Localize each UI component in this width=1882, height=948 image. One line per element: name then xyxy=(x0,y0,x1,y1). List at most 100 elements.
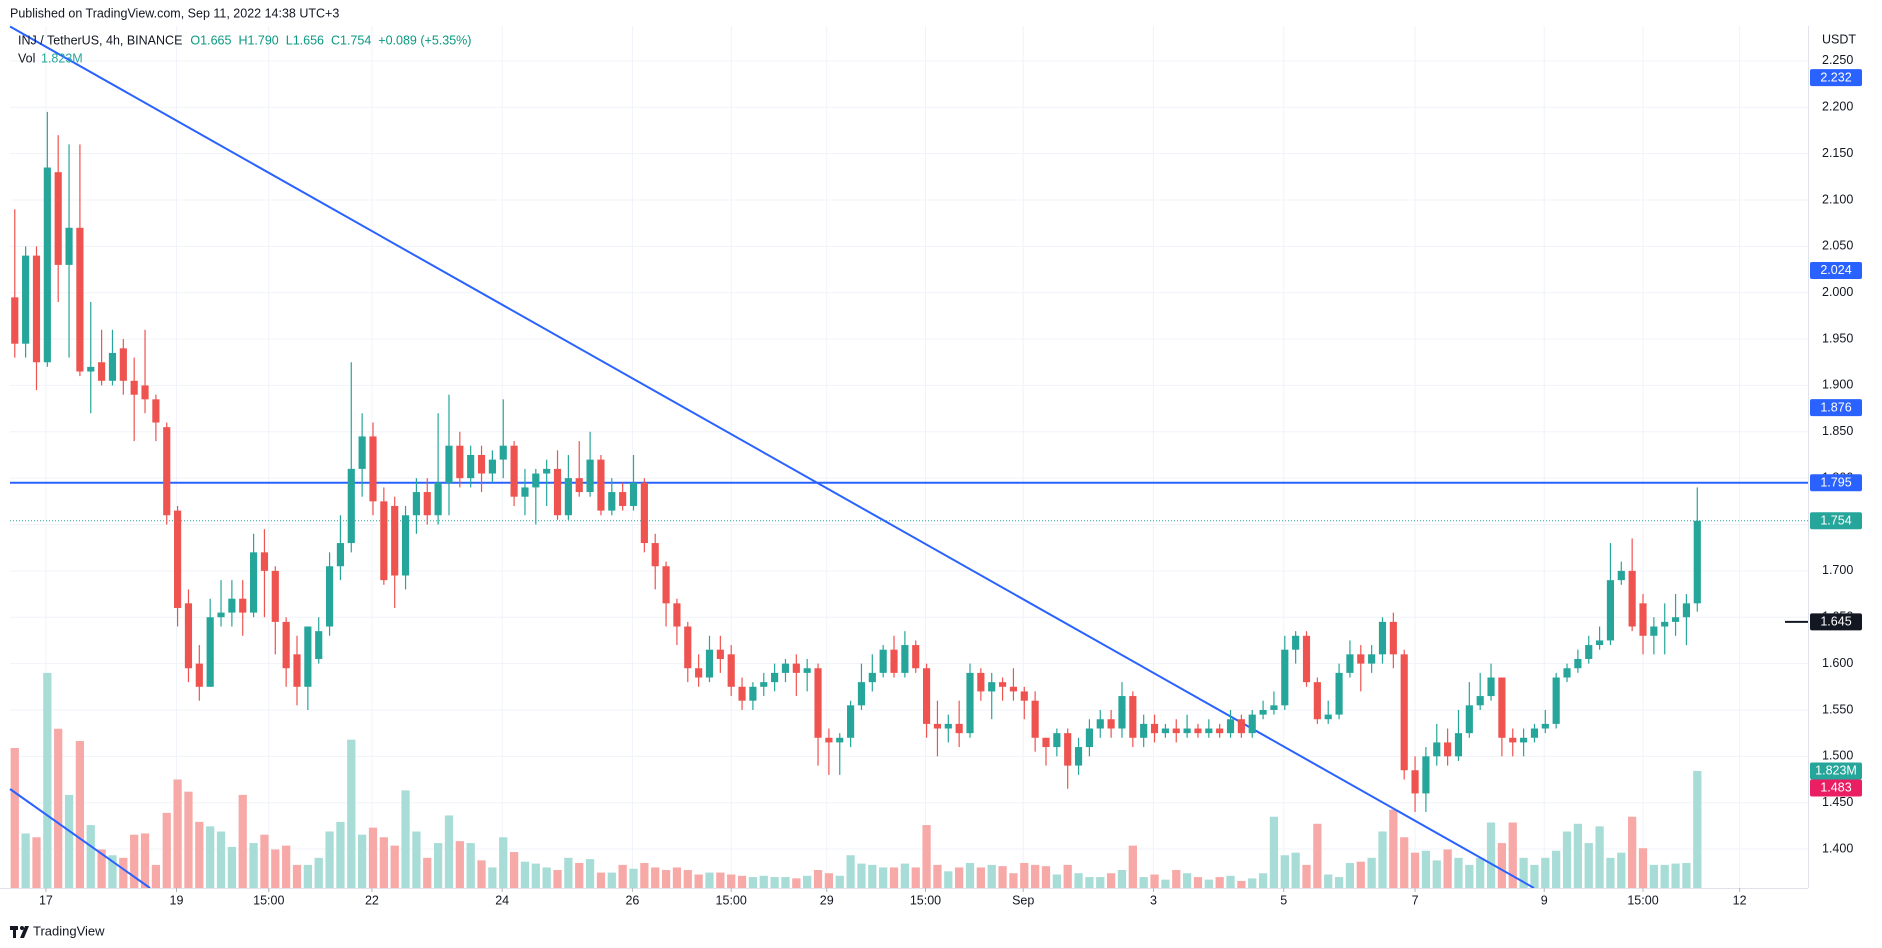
volume-bar xyxy=(184,791,193,888)
candle-body xyxy=(174,510,182,608)
candle-body xyxy=(260,552,269,571)
volume-bar xyxy=(607,872,616,888)
y-tick-label: 2.250 xyxy=(1822,53,1853,67)
candle-body xyxy=(347,468,355,544)
candle-body xyxy=(488,459,496,474)
candle-body xyxy=(184,603,193,669)
x-tick-label: 15:00 xyxy=(716,893,747,907)
volume-bar xyxy=(1291,852,1300,888)
volume-bar xyxy=(32,837,41,888)
volume-bar xyxy=(1400,837,1409,888)
volume-bar xyxy=(531,863,540,888)
volume-bar xyxy=(716,872,725,888)
candle-body xyxy=(1693,520,1701,604)
x-tick-label: 26 xyxy=(625,893,639,907)
candle-body xyxy=(445,445,453,483)
candle-body xyxy=(1639,603,1647,636)
candle-body xyxy=(1270,705,1278,710)
candle-body xyxy=(477,454,486,474)
volume-bar xyxy=(922,825,931,888)
volume-bar xyxy=(813,870,823,888)
volume-bar xyxy=(466,843,475,888)
candle-body xyxy=(1357,654,1365,664)
candle-body xyxy=(1226,719,1235,734)
y-tick-label: 2.000 xyxy=(1822,285,1853,299)
volume-bar xyxy=(575,862,584,888)
volume-bar xyxy=(1367,857,1376,888)
candle-body xyxy=(1487,677,1495,697)
volume-bar xyxy=(640,862,649,888)
candle-body xyxy=(380,501,388,581)
candle-body xyxy=(1444,742,1452,757)
candle-body xyxy=(499,445,507,460)
candle-body xyxy=(412,492,420,516)
legend-value: C1.754 xyxy=(331,33,371,47)
volume-bar xyxy=(748,877,758,888)
volume-bar xyxy=(585,859,595,888)
volume-bar xyxy=(1215,877,1224,888)
candle-body xyxy=(1194,728,1202,734)
candle-body xyxy=(684,626,692,669)
candle-body xyxy=(608,492,616,511)
volume-bar xyxy=(1063,864,1072,888)
volume-bar xyxy=(1443,849,1452,888)
volume-bar xyxy=(1562,831,1572,888)
x-tick-label: 9 xyxy=(1541,893,1548,907)
volume-bar xyxy=(1248,878,1257,888)
volume-bars xyxy=(10,672,1702,888)
candle-body xyxy=(1085,728,1093,748)
candle-body xyxy=(586,459,594,493)
volume-bar xyxy=(86,825,95,888)
candle-body xyxy=(1346,654,1354,673)
price-tag-label: 2.232 xyxy=(1820,70,1851,84)
volume-bar xyxy=(1324,874,1333,888)
volume-bar xyxy=(195,821,204,888)
candle-body xyxy=(977,672,985,692)
volume-bar xyxy=(433,843,443,888)
y-tick-label: 1.950 xyxy=(1822,331,1853,345)
candle-body xyxy=(944,723,952,729)
volume-bar xyxy=(21,833,30,888)
volume-bar xyxy=(976,867,985,888)
y-tick-label: 1.700 xyxy=(1822,563,1853,577)
price-tag-label: 1.483 xyxy=(1820,781,1851,795)
volume-bar xyxy=(824,873,834,888)
volume-bar xyxy=(661,870,671,888)
legend-value: +0.089 (+5.35%) xyxy=(378,33,471,47)
candle-body xyxy=(1671,617,1680,622)
price-tag xyxy=(1810,261,1862,279)
volume-bar xyxy=(944,871,953,888)
volume-bar xyxy=(1410,852,1420,888)
volume-bar xyxy=(1041,866,1051,888)
price-tags: 1.754 1.823M 2.232 2.024 1.876 1.795 1.645 1.48… xyxy=(1810,69,1862,797)
candle-body xyxy=(282,621,290,669)
volume-bar xyxy=(1465,864,1474,888)
candle-body xyxy=(423,492,431,516)
volume-bar xyxy=(1606,857,1615,888)
volume-bar xyxy=(455,841,464,888)
volume-bar xyxy=(1476,857,1485,888)
volume-bar xyxy=(857,863,866,888)
volume-bar xyxy=(1269,816,1279,888)
volume-bar xyxy=(933,864,942,888)
x-tick-label: 15:00 xyxy=(1627,893,1658,907)
brand-name: TradingView xyxy=(33,923,105,938)
candle-body xyxy=(1454,733,1463,757)
logo-part xyxy=(20,926,24,930)
x-tick-label: 7 xyxy=(1412,893,1419,907)
candle-body xyxy=(879,649,887,673)
candle-body xyxy=(1465,705,1473,734)
candle-body xyxy=(673,603,681,627)
candle-body xyxy=(228,598,236,613)
candle-body xyxy=(336,543,345,567)
price-tag-label: 1.876 xyxy=(1820,400,1851,414)
volume-bar xyxy=(368,827,378,888)
volume-bar xyxy=(564,857,573,888)
candle-body xyxy=(629,482,638,506)
volume-bar xyxy=(770,877,779,888)
candle-body xyxy=(1335,672,1343,715)
candle-body xyxy=(532,473,540,488)
candle-body xyxy=(206,617,214,687)
volume-bar xyxy=(998,866,1007,888)
